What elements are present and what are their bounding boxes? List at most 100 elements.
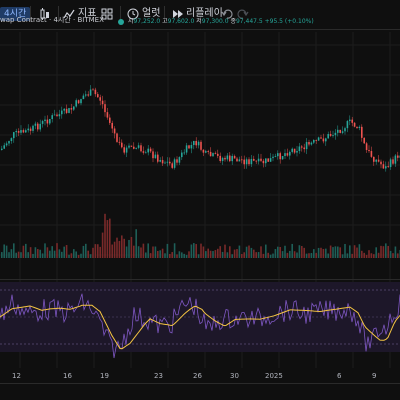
templates-icon[interactable] [100,7,114,21]
candle-body [250,158,253,165]
volume-bar [51,246,53,258]
volume-bar [10,249,13,258]
candle-body [209,151,212,157]
candle-body [25,130,27,133]
pane-separator [0,279,400,280]
toolbar-divider [164,6,165,22]
candle-body [373,156,375,162]
candle-body [229,155,231,162]
volume-bar [149,253,152,258]
volume-bar [310,253,313,258]
candle-body [58,114,61,117]
volume-bar [27,252,29,258]
volume-bar [63,246,65,258]
volume-bar [332,247,334,258]
volume-bar [142,243,145,258]
candle-body [157,154,159,162]
undo-icon[interactable] [220,7,234,21]
volume-bar [277,246,279,258]
volume-bar [382,246,385,258]
redo-icon[interactable] [236,7,250,21]
candle-body [73,106,75,110]
candle-body [154,154,157,159]
symbol-legend[interactable]: wap Contract · 4시간 · BITMEX [0,15,104,25]
candle-body [121,142,123,148]
volume-bar [137,246,140,258]
candle-body [284,153,286,157]
candle-body [44,119,46,122]
replay-icon[interactable] [170,7,184,21]
candle-body [171,163,173,168]
candle-body [22,130,25,133]
alert-clock-icon[interactable] [126,7,140,21]
indicators-button[interactable]: 지표 [78,8,97,19]
candle-body [253,158,255,161]
volume-bar [128,239,130,258]
volume-bar [356,247,358,258]
volume-bar [80,253,82,258]
volume-bar [22,245,25,258]
volume-bar [1,252,3,258]
candle-body [269,158,272,162]
volume-bar [75,251,77,258]
alerts-button[interactable]: 얼럿 [142,8,161,19]
price-chart[interactable] [0,0,400,370]
candle-body [200,141,202,150]
candle-body [113,128,116,134]
volume-bar [272,253,274,258]
x-tick: 2025 [265,372,283,380]
candle-body [205,151,207,153]
candle-body [394,155,397,164]
candle-body [140,145,142,152]
candle-body [291,148,293,152]
volume-bar [173,243,176,258]
candle-body [29,128,32,131]
candle-body [3,145,5,149]
volume-bar [217,248,219,258]
volume-bar [164,253,166,258]
candle-body [53,114,56,116]
volume-bar [262,253,265,258]
candle-body [104,104,106,113]
time-axis[interactable]: 12 16 19 23 26 30 2025 6 9 [0,370,400,382]
volume-bar [77,254,80,258]
close-label: 종 [230,18,236,25]
candle-body [1,148,3,150]
candle-body [356,126,358,129]
volume-bar [241,253,243,258]
volume-bar [34,247,37,258]
candle-body [20,130,22,133]
volume-bar [329,245,332,258]
indicators-icon[interactable] [62,7,76,21]
volume-bar [243,252,245,258]
volume-bar [339,247,341,258]
volume-bar [133,245,135,258]
candle-body [212,153,214,157]
volume-bar [296,252,298,258]
volume-bar [118,240,121,258]
volume-bar [221,251,224,258]
volume-bar [289,250,291,258]
replay-button[interactable]: 리플레이 [186,8,223,19]
candle-body [27,128,29,131]
candle-body [380,161,382,165]
volume-bar [229,246,231,258]
candle-body [49,119,51,124]
volume-bar [363,252,365,258]
interval-selector[interactable]: 4시간 [0,7,31,21]
volume-bar [56,243,58,258]
candle-body [260,158,262,161]
volume-bar [353,245,356,258]
candle-body [329,134,332,136]
volume-bar [46,247,49,258]
candle-style-icon[interactable] [38,7,52,21]
candle-body [142,151,145,153]
candle-body [89,89,92,96]
candle-body [145,152,147,154]
candle-body [39,123,41,130]
volume-bar [135,229,137,258]
candle-body [164,162,166,164]
volume-bar [313,249,315,258]
candle-body [15,131,17,133]
volume-bar [202,246,205,258]
